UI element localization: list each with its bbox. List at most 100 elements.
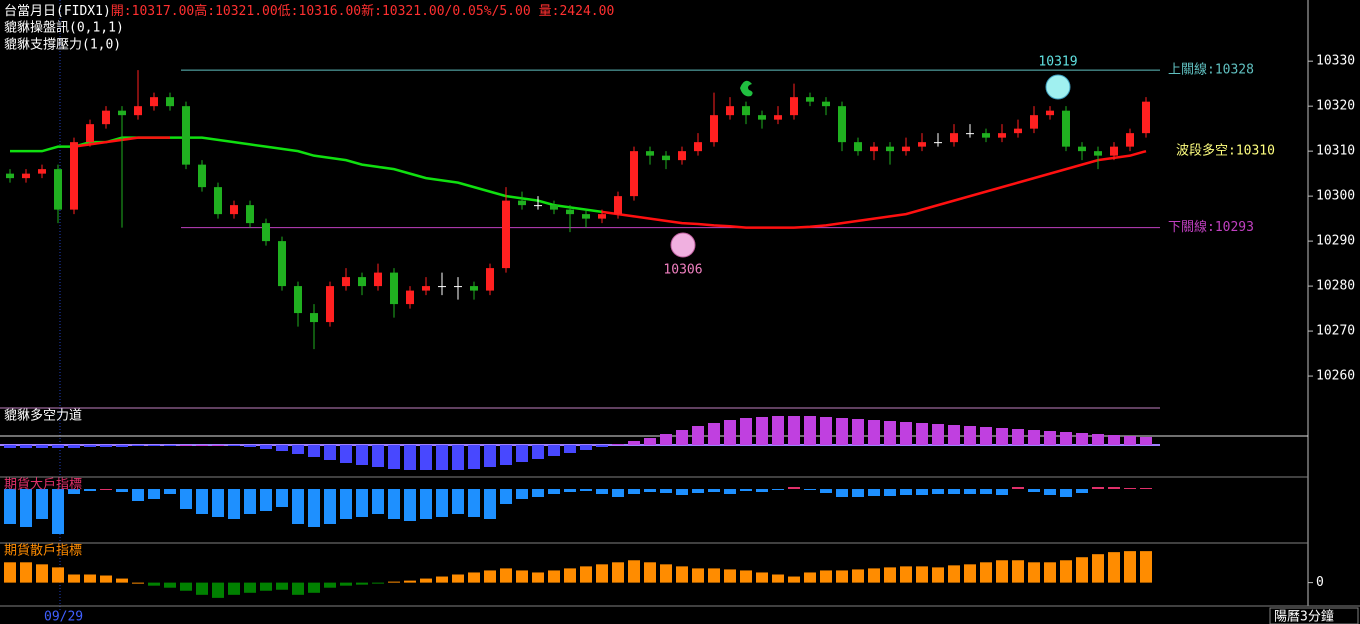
y-tick-label: 10280 — [1316, 279, 1355, 294]
indicator-bar — [164, 582, 176, 588]
candle-body — [598, 214, 606, 219]
indicator-bar — [1044, 431, 1056, 445]
candle-body — [918, 142, 926, 147]
indicator-bar — [516, 445, 528, 462]
indicator-bar — [516, 570, 528, 583]
indicator-bar — [260, 445, 272, 449]
candle-body — [1062, 110, 1070, 147]
candle-body — [902, 146, 910, 152]
indicator-bar — [468, 445, 480, 469]
indicator-bar — [308, 582, 320, 593]
indicator-bar — [484, 570, 496, 583]
indicator-bar — [1028, 430, 1040, 445]
indicator-bar — [676, 489, 688, 495]
indicator-bar — [292, 445, 304, 454]
indicator-bar — [740, 489, 752, 491]
indicator-bar — [116, 445, 128, 447]
indicator-bar — [868, 489, 880, 496]
candle-body — [758, 115, 766, 120]
candle-body — [838, 106, 846, 143]
indicator-bar — [68, 489, 80, 494]
indicator-bar — [1092, 554, 1104, 583]
indicator-bar — [1108, 552, 1120, 583]
indicator-bar — [100, 489, 112, 490]
indicator-bar — [804, 572, 816, 583]
indicator-bar — [612, 444, 624, 445]
upper-line-label: 上關線:10328 — [1168, 62, 1254, 78]
indicator-bar — [1092, 434, 1104, 445]
indicator-bar — [292, 582, 304, 595]
indicator-bar — [900, 422, 912, 445]
candle-body — [230, 205, 238, 215]
indicator-bar — [980, 489, 992, 494]
indicator-bar — [228, 445, 240, 446]
header-title: 台當月日(FIDX1) — [4, 4, 111, 19]
candle-body — [182, 106, 190, 165]
indicator-bar — [180, 489, 192, 509]
candle-body — [886, 146, 894, 152]
indicator-bar — [372, 582, 384, 584]
candle-body — [22, 173, 30, 179]
indicator-bar — [884, 567, 896, 583]
indicator-bar — [916, 489, 928, 495]
indicator-bar — [340, 489, 352, 519]
indicator-bar — [436, 576, 448, 583]
indicator-bar — [356, 489, 368, 517]
indicator-bar — [132, 489, 144, 501]
indicator-bar — [388, 445, 400, 469]
panel-title: 貔貅多空力道 — [4, 408, 82, 424]
dragon-icon — [740, 80, 753, 97]
candle-body — [726, 106, 734, 116]
indicator-bar — [612, 489, 624, 497]
candle-body — [406, 290, 414, 305]
indicator-bar — [884, 489, 896, 496]
candle-body — [534, 205, 542, 207]
indicator-bar — [372, 489, 384, 514]
indicator-bar — [580, 445, 592, 450]
indicator-bar — [84, 489, 96, 491]
y-tick-label: 10290 — [1316, 234, 1355, 249]
candle-body — [566, 209, 574, 215]
indicator-bar — [180, 445, 192, 446]
indicator-bar — [788, 416, 800, 445]
indicator-bar — [612, 562, 624, 583]
indicator-bar — [820, 417, 832, 445]
candle-body — [214, 187, 222, 215]
indicator-bar — [1076, 489, 1088, 493]
timeframe: 陽曆3分鐘 — [1274, 609, 1334, 624]
candle-body — [1030, 115, 1038, 129]
indicator-bar — [836, 489, 848, 497]
candle-body — [422, 286, 430, 291]
indicator-bar — [996, 428, 1008, 445]
candle-body — [854, 142, 862, 152]
indicator-bar — [660, 489, 672, 493]
indicator-bar — [420, 489, 432, 519]
indicator-bar — [260, 582, 272, 591]
indicator-bar — [596, 489, 608, 494]
indicator-bar — [388, 489, 400, 519]
indicator-bar — [564, 489, 576, 492]
candle-body — [806, 97, 814, 102]
indicator-bar — [500, 489, 512, 504]
marker-label: 10319 — [1038, 55, 1077, 70]
header-quote: 開:10317.00高:10321.00低:10316.00新:10321.00… — [111, 3, 531, 19]
candle-body — [246, 205, 254, 224]
indicator-bar — [340, 582, 352, 586]
candle-body — [1014, 128, 1022, 134]
indicator-bar — [212, 445, 224, 446]
indicator-bar — [1140, 488, 1152, 489]
indicator-bar — [20, 489, 32, 527]
lower-line-label: 下關線:10293 — [1168, 219, 1254, 235]
candle-body — [1110, 146, 1118, 156]
indicator-bar — [676, 430, 688, 445]
indicator-bar — [932, 567, 944, 583]
indicator-bar — [292, 489, 304, 524]
indicator-bar — [644, 562, 656, 583]
candle-body — [86, 124, 94, 143]
indicator-bar — [692, 568, 704, 583]
indicator-bar — [356, 445, 368, 465]
indicator-bar — [740, 570, 752, 583]
candle-body — [822, 101, 830, 107]
indicator-bar — [244, 489, 256, 514]
